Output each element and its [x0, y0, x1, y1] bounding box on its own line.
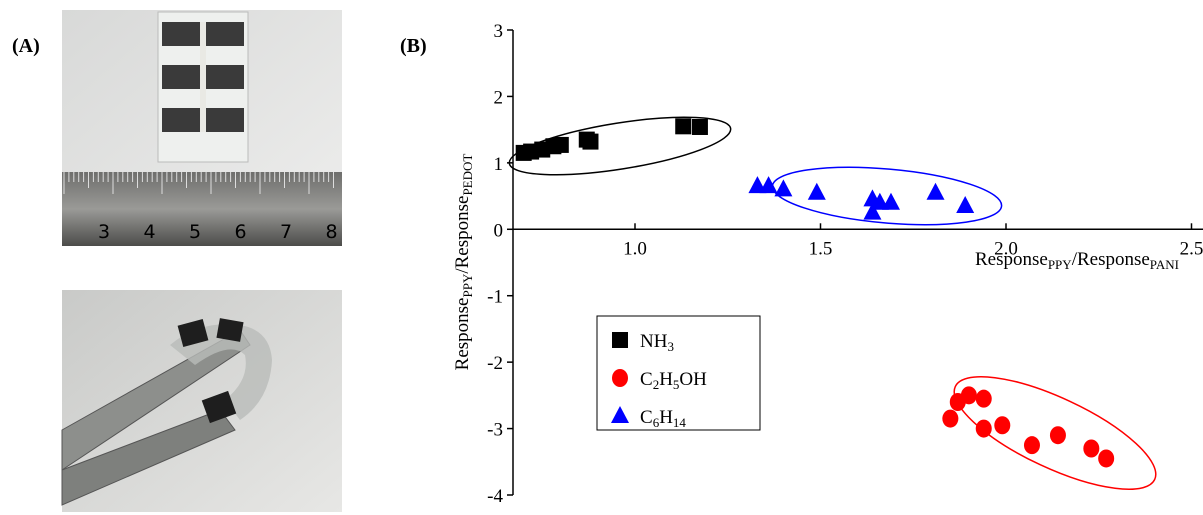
ruler-label: 6 — [234, 221, 246, 243]
y-tick-label: 3 — [494, 21, 504, 42]
axis-label-part: /Response — [452, 196, 473, 274]
point — [975, 389, 992, 408]
point — [994, 416, 1011, 435]
point — [675, 118, 692, 135]
point — [807, 182, 826, 200]
point — [1098, 449, 1115, 468]
panel-label: (B) — [400, 35, 427, 57]
axis-label-part: /Response — [1072, 249, 1150, 270]
point — [1049, 426, 1066, 445]
ruler-label: 4 — [143, 221, 155, 243]
point — [582, 133, 599, 150]
x-tick-label: 2.5 — [1180, 238, 1203, 259]
legend-marker — [611, 406, 629, 423]
y-tick-label: -1 — [487, 287, 503, 308]
axis-label-part: PANI — [1150, 257, 1179, 272]
cluster-ellipse — [953, 375, 1157, 491]
ruler-label: 5 — [189, 221, 201, 243]
legend-label: C6H14 — [640, 407, 686, 430]
x-tick-label: 2.0 — [994, 238, 1018, 259]
y-tick-label: 2 — [494, 87, 504, 108]
y-tick-label: -2 — [487, 353, 503, 374]
legend-label: C2H5OH — [640, 369, 707, 392]
y-tick-label: -4 — [487, 486, 503, 507]
point — [881, 192, 900, 210]
point — [926, 182, 945, 200]
panel-label: (A) — [12, 35, 40, 57]
photo-sensor: 3 4 5 6 7 8 — [62, 10, 342, 246]
point — [691, 118, 708, 135]
ruler-label: 8 — [325, 221, 337, 243]
point — [863, 202, 882, 220]
y-tick-label: 1 — [494, 154, 504, 175]
point — [975, 419, 992, 438]
legend-marker — [612, 332, 628, 348]
point — [956, 196, 975, 214]
ruler-label: 7 — [280, 221, 292, 243]
point — [942, 409, 959, 428]
point — [960, 386, 977, 405]
axis-label-part: Response — [975, 249, 1048, 270]
legend-label: NH3 — [640, 331, 674, 354]
axis-label-part: PPY — [1048, 257, 1072, 272]
axis-label-part: PPY — [460, 273, 475, 297]
x-tick-label: 1.0 — [623, 238, 647, 259]
point — [759, 176, 778, 194]
photo-flexible — [61, 290, 342, 512]
point — [1083, 439, 1100, 458]
axis-label-part: Response — [452, 298, 473, 371]
cluster-ellipse — [771, 166, 1003, 226]
axis-label: ResponsePPY/ResponsePEDOT — [452, 154, 475, 371]
point — [552, 136, 569, 153]
y-tick-label: -3 — [487, 420, 503, 441]
point — [1023, 436, 1040, 455]
y-tick-label: 0 — [494, 220, 504, 241]
legend-marker — [612, 369, 628, 387]
x-tick-label: 1.5 — [809, 238, 833, 259]
axis-label: ResponsePPY/ResponsePANI — [975, 249, 1179, 272]
point — [774, 179, 793, 197]
ruler-label: 3 — [98, 221, 110, 243]
axis-label-part: PEDOT — [460, 154, 475, 196]
